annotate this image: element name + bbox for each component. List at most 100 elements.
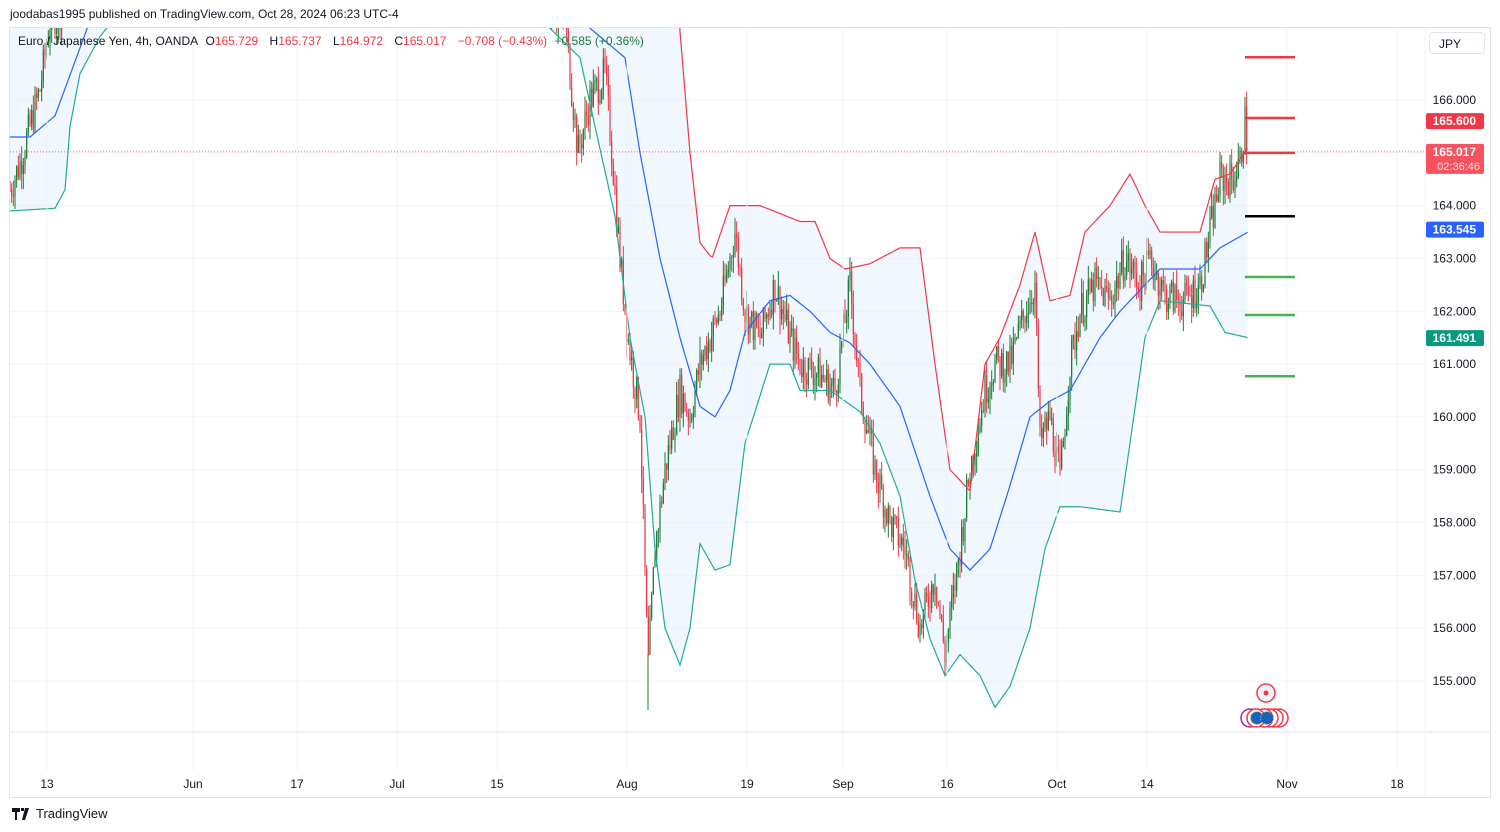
candle-body bbox=[1126, 261, 1128, 275]
candle-body bbox=[1211, 205, 1213, 218]
candle-body bbox=[1192, 280, 1194, 308]
candle-body bbox=[566, 28, 568, 31]
candle-body bbox=[1166, 289, 1168, 312]
candle-body bbox=[719, 314, 721, 316]
symbol-title[interactable]: Euro / Japanese Yen, 4h, OANDA bbox=[18, 34, 199, 48]
candle-body bbox=[561, 6, 562, 13]
candle-body bbox=[1157, 272, 1159, 296]
candle-body bbox=[1051, 418, 1053, 420]
candle-body bbox=[787, 309, 789, 344]
candle-body bbox=[941, 615, 943, 621]
candle-body bbox=[796, 337, 798, 355]
candle-body bbox=[1172, 281, 1174, 311]
candle-body bbox=[901, 537, 903, 545]
candle-body bbox=[737, 237, 739, 267]
candle-body bbox=[691, 418, 693, 421]
candle-body bbox=[1209, 217, 1211, 243]
change-value: −0.708 (−0.43%) bbox=[457, 34, 548, 48]
candle-body bbox=[834, 378, 836, 392]
candle-body bbox=[1141, 262, 1143, 301]
candle-body bbox=[967, 479, 969, 485]
x-tick-label: Jul bbox=[389, 777, 404, 791]
price-label-box bbox=[1426, 113, 1484, 130]
candle-body bbox=[741, 267, 743, 301]
candle-body bbox=[812, 374, 814, 386]
price-label-text: 165.017 bbox=[1433, 145, 1477, 159]
candle-body bbox=[866, 430, 868, 433]
candle-body bbox=[1081, 293, 1083, 316]
event-dot-icon bbox=[1263, 690, 1269, 696]
candle-body bbox=[1119, 272, 1121, 288]
candle-body bbox=[1236, 176, 1238, 182]
candle-body bbox=[999, 356, 1001, 377]
candle-body bbox=[902, 537, 904, 546]
candle-body bbox=[592, 83, 594, 107]
candle-body bbox=[669, 445, 671, 449]
candle-body bbox=[1221, 162, 1223, 169]
candle-body bbox=[1139, 289, 1141, 301]
x-tick-label: 16 bbox=[940, 777, 954, 791]
candle-body bbox=[1176, 284, 1178, 299]
candle-body bbox=[781, 309, 783, 320]
candle-body bbox=[587, 115, 589, 126]
candle-body bbox=[869, 427, 871, 434]
x-tick-label: 14 bbox=[1140, 777, 1154, 791]
candle-body bbox=[1076, 331, 1078, 351]
candle-body bbox=[591, 88, 593, 107]
candle-body bbox=[1124, 274, 1126, 282]
candle-body bbox=[801, 372, 803, 377]
candle-body bbox=[687, 412, 689, 421]
candle-body bbox=[927, 596, 929, 607]
candle-body bbox=[1046, 418, 1048, 430]
candle-body bbox=[817, 357, 819, 374]
candle-body bbox=[629, 339, 631, 361]
candle-body bbox=[1101, 285, 1103, 288]
candle-body bbox=[631, 356, 633, 361]
candle-body bbox=[86, 2, 87, 4]
y-tick-label: 162.000 bbox=[1433, 304, 1477, 318]
price-label-box bbox=[1426, 221, 1484, 238]
candle-body bbox=[732, 254, 734, 258]
currency-button[interactable]: JPY bbox=[1429, 32, 1485, 54]
candle-body bbox=[1167, 303, 1169, 312]
candle-body bbox=[956, 562, 958, 591]
candle-body bbox=[904, 545, 906, 555]
candle-body bbox=[1239, 150, 1241, 159]
candle-body bbox=[68, 0, 69, 16]
candle-body bbox=[556, 23, 557, 25]
tradingview-logo[interactable]: TradingView bbox=[12, 806, 108, 821]
candle-body bbox=[794, 337, 796, 361]
candle-body bbox=[1102, 287, 1104, 306]
candle-body bbox=[602, 58, 604, 90]
candle-body bbox=[844, 313, 846, 323]
candle-body bbox=[1072, 335, 1074, 340]
candle-body bbox=[914, 594, 916, 607]
candle-body bbox=[1091, 279, 1093, 292]
candle-body bbox=[919, 624, 921, 637]
candle-body bbox=[548, 1, 549, 18]
candle-body bbox=[1074, 335, 1076, 351]
candle-body bbox=[964, 517, 966, 541]
x-tick-label: Aug bbox=[616, 777, 637, 791]
candle-body bbox=[772, 280, 774, 315]
candle-body bbox=[1084, 316, 1086, 324]
candle-body bbox=[1132, 261, 1134, 270]
candle-body bbox=[929, 606, 931, 608]
candle-body bbox=[1219, 162, 1221, 196]
candle-body bbox=[939, 603, 941, 616]
y-tick-label: 155.000 bbox=[1433, 674, 1477, 688]
candle-body bbox=[681, 374, 683, 414]
candle-body bbox=[864, 420, 866, 433]
candle-body bbox=[61, 28, 63, 30]
candle-body bbox=[876, 460, 878, 483]
chart-pane[interactable] bbox=[9, 27, 1491, 798]
candle-body bbox=[1004, 374, 1006, 383]
candle-body bbox=[1244, 106, 1246, 153]
candle-body bbox=[752, 311, 754, 341]
candle-body bbox=[679, 374, 681, 418]
candle-body bbox=[667, 445, 669, 470]
candle-body bbox=[1179, 300, 1181, 312]
candle-body bbox=[51, 28, 53, 30]
candle-body bbox=[1087, 279, 1089, 296]
